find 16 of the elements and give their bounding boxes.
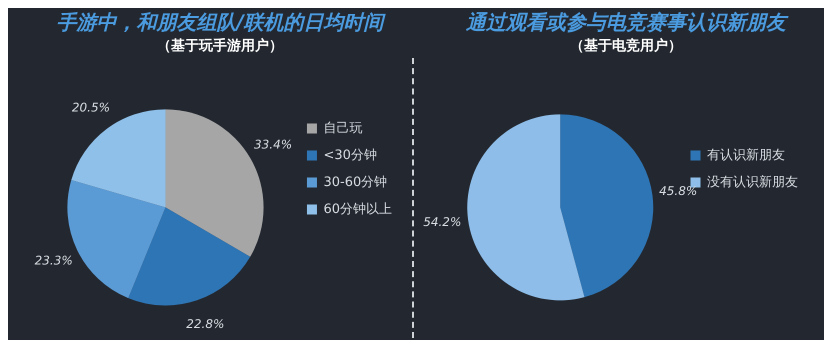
legend-label: 有认识新朋友	[707, 148, 785, 163]
legend-label: 60分钟以上	[323, 202, 392, 217]
data-label: 20.5%	[72, 100, 110, 114]
legend-label: 自己玩	[323, 120, 362, 136]
chart-subtitle: （基于玩手游用户）	[157, 37, 283, 54]
legend-label: <30分钟	[323, 148, 377, 163]
data-label: 22.8%	[186, 317, 224, 332]
chart-subtitle: （基于电竞用户）	[570, 37, 682, 54]
data-label: 54.2%	[423, 215, 462, 230]
data-label: 33.4%	[254, 138, 292, 152]
legend-label: 30-60分钟	[323, 174, 388, 190]
chart-title: 通过观看或参与电竞赛事认识新朋友	[465, 10, 789, 34]
data-label: 45.8%	[659, 184, 698, 198]
legend-label: 没有认识新朋友	[707, 174, 798, 190]
chart-title: 手游中，和朋友组队/联机的日均时间	[56, 10, 387, 34]
data-label: 23.3%	[34, 253, 73, 268]
